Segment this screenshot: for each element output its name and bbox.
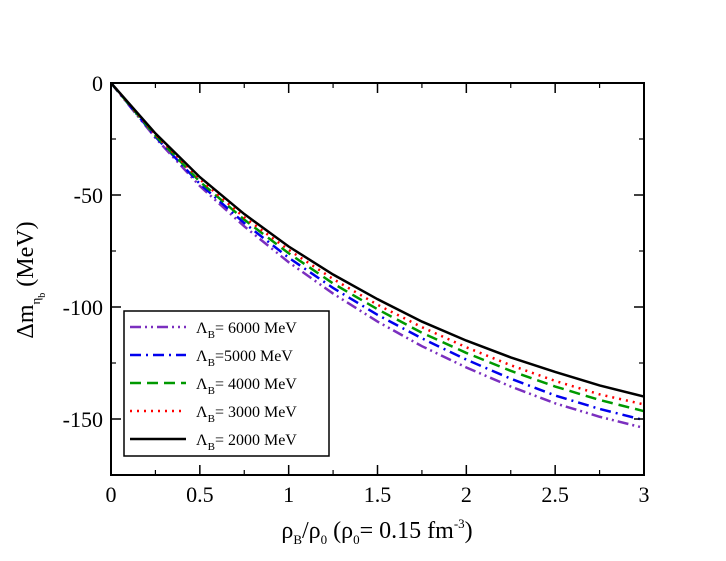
legend-label: ΛB=5000 MeV	[196, 348, 293, 369]
legend-label: ΛB= 4000 MeV	[196, 376, 297, 397]
legend-label: ΛB= 6000 MeV	[196, 320, 297, 341]
legend-box	[123, 310, 330, 457]
x-tick-label: 2	[461, 482, 472, 507]
series-line-0	[110, 82, 645, 430]
x-tick-label: 0.5	[186, 482, 214, 507]
x-tick-label: 1.5	[364, 482, 392, 507]
tick-labels: 0 0.5 1 1.5 2 2.5 3 0 -50 -100 -150	[63, 71, 650, 507]
legend-items: ΛB= 6000 MeV ΛB=5000 MeV ΛB= 4000 MeV ΛB= 3…	[130, 320, 297, 453]
axis-ticks	[110, 82, 645, 475]
x-tick-label: 1	[283, 482, 294, 507]
y-tick-label: -50	[74, 183, 103, 208]
x-axis-label: ρB/ρ0 (ρ0= 0.15 fm-3)	[281, 516, 472, 547]
y-tick-label: -100	[63, 295, 103, 320]
series-line-2	[110, 82, 645, 413]
x-tick-label: 3	[639, 482, 650, 507]
plot-lines	[110, 82, 645, 430]
legend-label: ΛB= 2000 MeV	[196, 432, 297, 453]
y-tick-label: 0	[92, 71, 103, 96]
legend: ΛB= 6000 MeV ΛB=5000 MeV ΛB= 4000 MeV ΛB= 3…	[123, 310, 330, 457]
x-tick-label: 2.5	[541, 482, 569, 507]
y-tick-label: -150	[63, 407, 103, 432]
x-tick-label: 0	[106, 482, 117, 507]
series-line-1	[110, 82, 645, 422]
legend-label: ΛB= 3000 MeV	[196, 404, 297, 425]
y-axis-label: Δmηb (MeV)	[13, 221, 48, 338]
series-line-4	[110, 82, 645, 398]
